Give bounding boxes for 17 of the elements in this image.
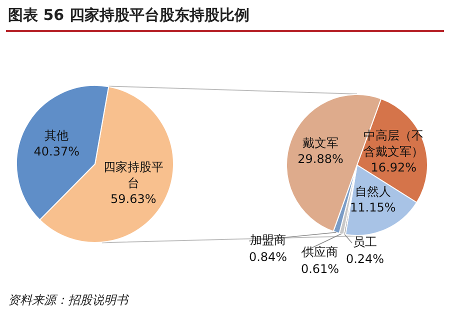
data-label: 29.88% [298,152,344,166]
data-label: 16.92% [370,160,417,175]
data-label: 0.24% [346,252,384,266]
slice-label: 戴文军 [302,136,339,150]
slice-label: 员工 [353,235,377,250]
slice-label: 供应商 [302,245,338,260]
chart-title: 图表 56 四家持股平台股东持股比例 [8,6,250,25]
text: 资料来源：招股说明书 [8,292,128,309]
slice-label: 四家持股平台 [103,160,164,190]
slice-label: 其他 [44,128,69,142]
slice-label: 加盟商 [250,233,286,248]
data-label: 0.84% [248,250,288,264]
data-label: 59.63% [110,192,156,206]
slice-label: 自然人 [354,184,391,198]
data-label: 0.61% [300,262,340,276]
data-label: 40.37% [34,144,80,158]
data-label: 11.15% [350,200,396,214]
